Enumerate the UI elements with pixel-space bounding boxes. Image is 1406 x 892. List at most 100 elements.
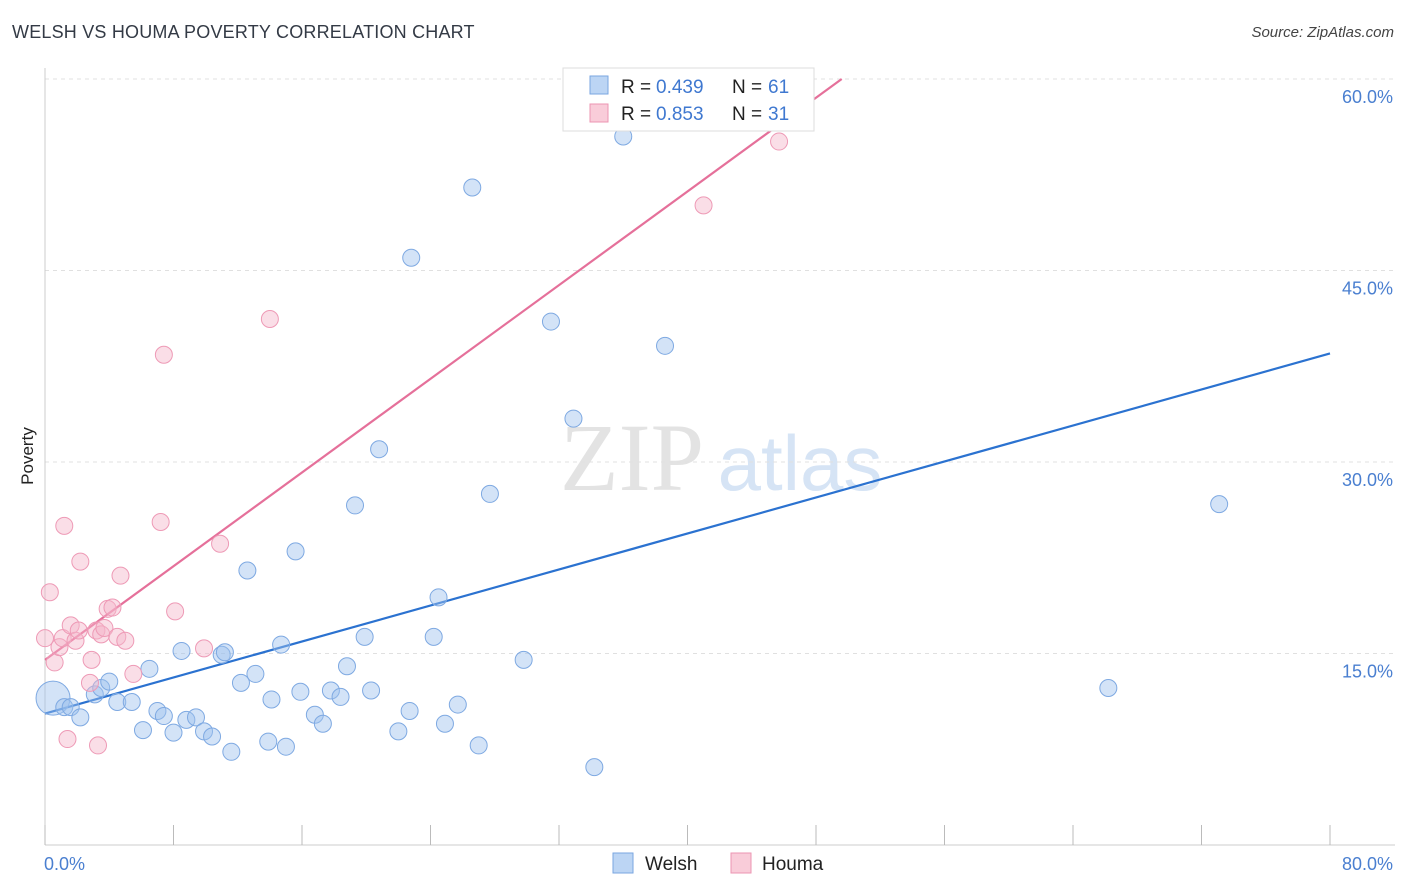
welsh-point (100, 672, 119, 691)
welsh-point (448, 695, 467, 714)
y-tick-label-3: 60.0% (1342, 87, 1393, 107)
welsh-point (402, 248, 421, 267)
welsh-point (231, 673, 250, 692)
watermark-zip: ZIP (560, 404, 704, 511)
welsh-point (259, 732, 278, 751)
houma-point (124, 664, 143, 683)
legend-n-value-houma: 31 (768, 104, 789, 125)
houma-point (95, 618, 114, 637)
houma-point (45, 653, 64, 672)
welsh-point (246, 664, 265, 683)
series-legend: Welsh Houma (612, 852, 824, 875)
houma-point (103, 598, 122, 617)
source-label: Source: ZipAtlas.com (1251, 24, 1394, 41)
y-tick-label-0: 15.0% (1342, 662, 1393, 682)
welsh-point (140, 659, 159, 678)
houma-point (82, 650, 101, 669)
legend-r-value-welsh: 0.439 (656, 77, 704, 98)
welsh-point (55, 698, 74, 717)
welsh-point (164, 723, 183, 742)
houma-point (211, 534, 230, 553)
welsh-point (286, 542, 305, 561)
houma-point (116, 631, 135, 650)
welsh-point (71, 708, 90, 727)
welsh-point (276, 737, 295, 756)
houma-point (195, 639, 214, 658)
welsh-point (370, 440, 389, 459)
welsh-point (186, 708, 205, 727)
welsh-point (514, 650, 533, 669)
bottom-legend-houma: Houma (762, 854, 824, 875)
welsh-point (564, 409, 583, 428)
houma-point (69, 621, 88, 640)
welsh-point (463, 178, 482, 197)
welsh-points (35, 127, 1229, 777)
welsh-point (321, 681, 340, 700)
welsh-point (656, 336, 675, 355)
welsh-point (133, 721, 152, 740)
welsh-point (337, 657, 356, 676)
trendlines (44, 78, 1331, 715)
houma-point (71, 552, 90, 571)
welsh-point (108, 693, 127, 712)
legend-r-label-welsh: R = (621, 77, 651, 98)
axes (44, 68, 1395, 846)
trendline-houma (44, 78, 843, 661)
legend-n-label-houma: N = (732, 104, 762, 125)
y-axis-label: Poverty (18, 427, 37, 485)
welsh-point (331, 687, 350, 706)
houma-point (166, 602, 185, 621)
houma-point (154, 345, 173, 364)
houma-point (770, 132, 789, 151)
welsh-point (222, 742, 241, 761)
y-tick-label-1: 30.0% (1342, 470, 1393, 490)
welsh-point (480, 484, 499, 503)
x-tick-label-1: 80.0% (1342, 854, 1393, 874)
welsh-point (389, 722, 408, 741)
watermark-atlas: atlas (718, 419, 883, 507)
welsh-point (215, 643, 234, 662)
tick-labels: 15.0% 30.0% 45.0% 60.0% 0.0% 80.0% (44, 87, 1393, 874)
welsh-point (585, 758, 604, 777)
welsh-point (469, 736, 488, 755)
bottom-swatch-welsh (612, 852, 634, 874)
stats-legend: R = 0.439 N = 61 R = 0.853 N = 31 (562, 67, 815, 132)
welsh-point (400, 701, 419, 720)
welsh-point (1099, 678, 1118, 697)
welsh-point (154, 707, 173, 726)
welsh-point (429, 588, 448, 607)
houma-point (694, 196, 713, 215)
chart-title: WELSH VS HOUMA POVERTY CORRELATION CHART (12, 22, 475, 42)
welsh-point (1210, 495, 1229, 514)
welsh-point (346, 496, 365, 515)
welsh-point (362, 681, 381, 700)
houma-point (111, 566, 130, 585)
welsh-point (355, 627, 374, 646)
bottom-legend-welsh: Welsh (645, 854, 697, 875)
x-tick-label-0: 0.0% (44, 854, 85, 874)
houma-point (36, 629, 54, 648)
welsh-point (272, 635, 291, 654)
welsh-point (203, 727, 222, 746)
y-tick-label-2: 45.0% (1342, 279, 1393, 299)
welsh-point (85, 685, 104, 704)
welsh-point (238, 561, 257, 580)
houma-point (66, 631, 85, 650)
houma-point (260, 310, 279, 329)
legend-n-value-welsh: 61 (768, 77, 789, 98)
legend-r-label-houma: R = (621, 104, 651, 125)
welsh-point (212, 645, 231, 664)
welsh-point (435, 714, 454, 733)
houma-point (89, 736, 108, 755)
legend-swatch-houma (589, 103, 609, 123)
welsh-point (541, 312, 560, 331)
welsh-point (313, 714, 332, 733)
houma-point (40, 583, 59, 602)
bottom-swatch-houma (730, 852, 752, 874)
houma-point (55, 516, 74, 535)
legend-r-value-houma: 0.853 (656, 104, 704, 125)
welsh-point (122, 693, 141, 712)
trendline-welsh (44, 352, 1331, 715)
houma-point (80, 673, 99, 692)
